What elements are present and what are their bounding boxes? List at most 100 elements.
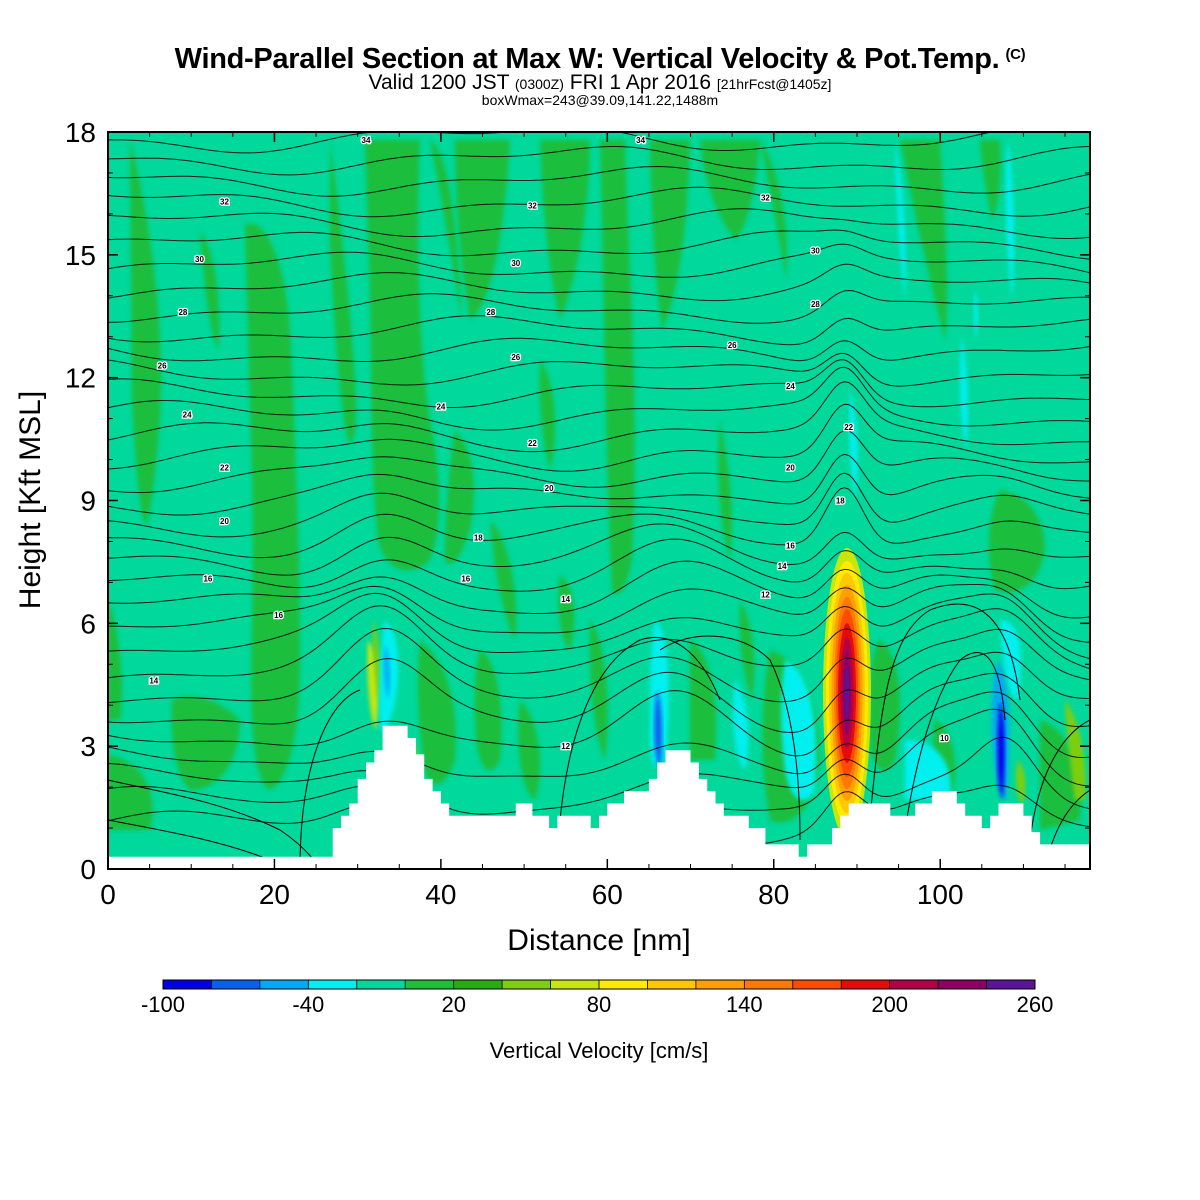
- field-patch: [895, 140, 906, 300]
- isentrope-line: [108, 538, 1090, 592]
- isentrope-line: [108, 672, 1090, 757]
- colorbar-swatch: [599, 980, 648, 989]
- isentrope-labels: 34 34 32 32 32 30 30 30 28 28 28 26 26 26 24 24 24 22 22 22…: [148, 135, 951, 753]
- isentrope-label: 10: [940, 734, 949, 743]
- colorbar-tick-label: 20: [441, 992, 465, 1017]
- isentrope-line: [108, 487, 1090, 559]
- isentrope-label: 16: [786, 542, 795, 551]
- isentrope-line: [108, 186, 1090, 218]
- x-axis: 0 20 40 60 80 100: [100, 132, 1066, 910]
- isentrope-line: [108, 691, 1090, 777]
- closed-contour-line: [864, 603, 1021, 861]
- isentrope-label: 14: [149, 677, 158, 686]
- colorbar-tick-label: -40: [292, 992, 324, 1017]
- x-tick-label: 40: [425, 879, 456, 910]
- closed-contour-line: [108, 819, 271, 861]
- isentrope-line: [108, 453, 1090, 516]
- field-patch: [200, 232, 220, 350]
- isentrope-label: 22: [844, 423, 853, 432]
- closed-contour-line: [559, 637, 721, 821]
- colorbar-swatch: [259, 980, 309, 989]
- terrain: [108, 725, 1090, 869]
- isentrope-label: 34: [636, 136, 645, 145]
- field-patch: [997, 700, 1005, 800]
- x-tick-label: 80: [758, 879, 789, 910]
- isentrope-line: [108, 403, 1090, 472]
- isentrope-line: [108, 263, 1090, 302]
- isentrope-label: 18: [836, 497, 845, 506]
- isentrope-label: 32: [220, 198, 229, 207]
- isentrope-label: 26: [511, 353, 520, 362]
- isentrope-line: [108, 560, 1090, 619]
- field-patch: [849, 390, 858, 500]
- field-patch: [365, 140, 440, 571]
- field-patch: [654, 690, 663, 770]
- field-patch: [733, 680, 749, 770]
- isentrope-label: 26: [158, 361, 167, 370]
- isentrope-line: [108, 132, 993, 154]
- field-patch: [980, 140, 1001, 220]
- isentrope-label: 32: [761, 194, 770, 203]
- x-tick-label: 0: [100, 879, 116, 910]
- isentrope-label: 16: [461, 574, 470, 583]
- isentrope-line: [108, 429, 1090, 493]
- isentrope-label: 30: [811, 247, 820, 256]
- field-patch: [650, 140, 690, 330]
- y-tick-label: 3: [80, 731, 96, 762]
- isentrope-label: 20: [545, 484, 554, 493]
- colorbar-tick-label: 80: [587, 992, 611, 1017]
- forecast-info: [21hrFcst@1405z]: [716, 76, 832, 92]
- colorbar-swatch: [744, 980, 794, 989]
- isentrope-label: 16: [203, 574, 212, 583]
- closed-contour-line: [299, 689, 361, 869]
- y-tick-label: 12: [65, 363, 96, 394]
- field-patch: [108, 755, 153, 830]
- x-tick-label: 100: [917, 879, 964, 910]
- colorbar-tick-label: 200: [871, 992, 908, 1017]
- valid-date: FRI 1 Apr 2016: [569, 71, 711, 94]
- colorbar-swatch: [792, 980, 842, 989]
- isentrope-line: [108, 523, 1090, 576]
- isentrope-label: 26: [728, 341, 737, 350]
- y-tick-label: 6: [80, 608, 96, 639]
- isentrope-line: [108, 708, 1090, 815]
- field-patch: [739, 600, 755, 700]
- field-patch: [589, 620, 608, 760]
- valid-prefix: Valid 1200 JST: [368, 71, 510, 94]
- colorbar-swatch: [308, 980, 358, 989]
- isentrope-label: 20: [220, 517, 229, 526]
- colorbar-swatch: [647, 980, 697, 989]
- isentrope-label: 24: [786, 382, 795, 391]
- colorbar-swatch: [453, 980, 503, 989]
- isentrope-line: [108, 651, 1090, 734]
- y-tick-label: 18: [65, 117, 96, 148]
- field-patch: [130, 140, 161, 525]
- isentrope-label: 30: [195, 255, 204, 264]
- field-patch: [474, 650, 502, 771]
- isentrope-label: 22: [528, 439, 537, 448]
- field-patch: [988, 490, 1045, 593]
- y-axis: 0 3 6 9 12 15 18: [65, 117, 1090, 885]
- updraft-core-shade: [845, 667, 849, 719]
- colorbar-swatch: [938, 980, 988, 989]
- isentrope-label: 28: [486, 308, 495, 317]
- colorbar-label: Vertical Velocity [cm/s]: [490, 1038, 709, 1063]
- colorbar-swatch: [889, 980, 939, 989]
- isentrope-label: 24: [183, 411, 192, 420]
- isentrope-line: [108, 337, 1090, 362]
- isentrope-label: 20: [786, 464, 795, 473]
- isentrope-line: [108, 289, 1090, 324]
- isentrope-line: [108, 366, 1090, 431]
- field-patch: [108, 600, 122, 720]
- isentrope-line: [108, 352, 1090, 387]
- x-tick-label: 20: [259, 879, 290, 910]
- colorbar-swatch: [211, 980, 261, 989]
- isentrope-line: [108, 472, 1090, 538]
- field-patch: [330, 140, 357, 445]
- closed-contour-line: [899, 652, 1006, 869]
- field-patch: [539, 360, 556, 470]
- valid-utc: (0300Z): [514, 76, 564, 92]
- box-info: boxWmax=243@39.09,141.22,1488m: [481, 92, 719, 108]
- x-tick-label: 60: [592, 879, 623, 910]
